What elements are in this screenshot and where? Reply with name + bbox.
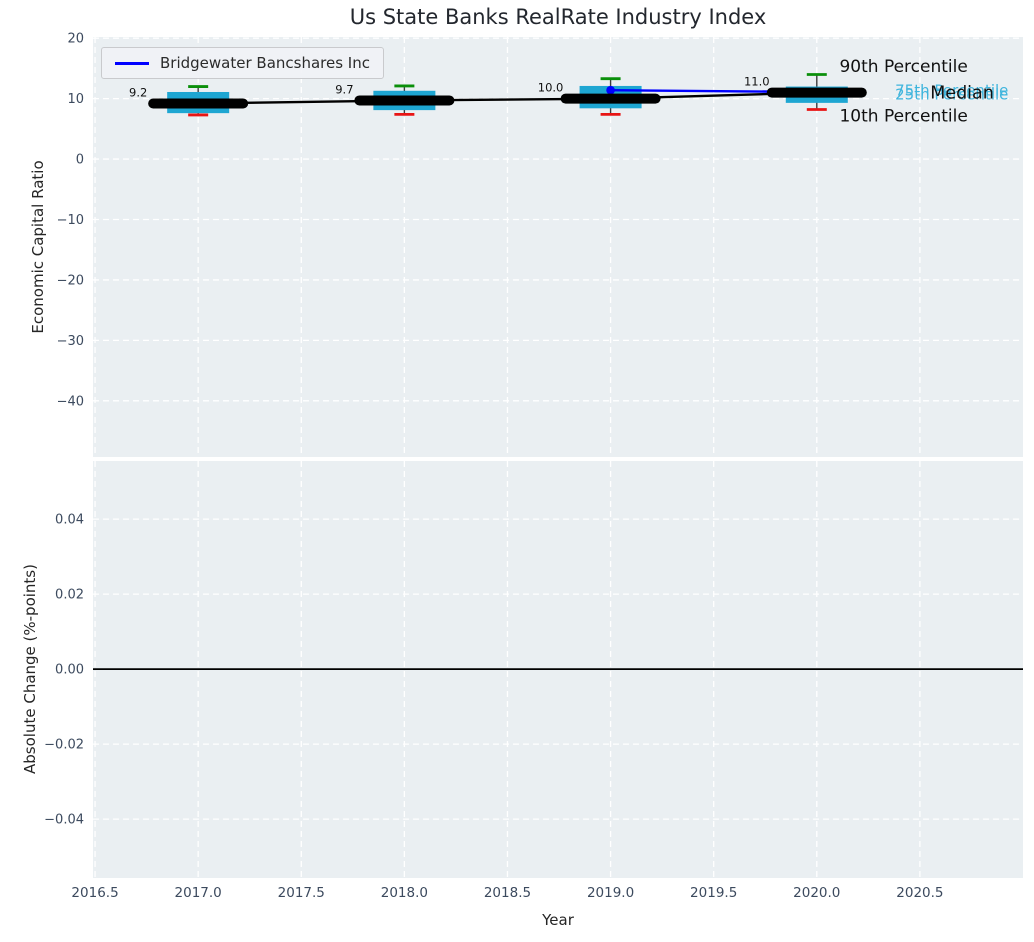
annotation-median: Median [930,83,994,103]
x-tick-label: 2017.5 [278,885,325,901]
legend: Bridgewater Bancshares Inc [101,47,384,79]
median-trend-line [198,91,817,105]
y-tick-label-top: 10 [67,92,84,107]
y-tick-label-top: −10 [57,213,84,228]
legend-label: Bridgewater Bancshares Inc [160,54,370,72]
x-tick-label: 2018.0 [381,885,428,901]
y-tick-label-bottom: 0.00 [55,663,84,678]
y-tick-label-bottom: −0.02 [44,738,84,753]
x-tick-label: 2020.0 [793,885,840,901]
x-tick-label: 2019.5 [690,885,737,901]
y-tick-label-bottom: 0.02 [55,588,84,603]
top-y-axis-label: Economic Capital Ratio [29,160,47,334]
bottom-y-axis-label: Absolute Change (%-points) [21,564,39,774]
y-tick-label-top: −40 [57,394,84,409]
median-value-label: 10.0 [538,81,564,95]
y-tick-label-top: 20 [67,32,84,47]
y-tick-label-top: −20 [57,273,84,288]
company-point [606,85,615,95]
annotation-90th-percentile: 90th Percentile [839,57,967,77]
x-tick-label: 2019.0 [587,885,634,901]
x-tick-label: 2016.5 [71,885,118,901]
annotation-10th-percentile: 10th Percentile [839,106,967,126]
median-value-label: 9.2 [129,85,147,99]
x-axis-label: Year [542,911,574,929]
annotation-25th-percentile: 25th Percentile [895,86,1008,104]
y-tick-label-bottom: −0.04 [44,813,84,828]
x-tick-label: 2020.5 [896,885,943,901]
median-value-label: 11.0 [744,75,770,89]
top-panel-bg [93,37,1023,457]
x-tick-label: 2018.5 [484,885,531,901]
y-tick-label-bottom: 0.04 [55,513,84,528]
median-value-label: 9.7 [335,82,353,96]
legend-line-swatch [115,61,149,65]
x-tick-label: 2017.0 [175,885,222,901]
y-tick-label-top: −30 [57,334,84,349]
chart-title: Us State Banks RealRate Industry Index [349,5,767,29]
y-tick-label-top: 0 [76,153,84,168]
annotation-75th-percentile: 75th Percentile [895,82,1008,100]
